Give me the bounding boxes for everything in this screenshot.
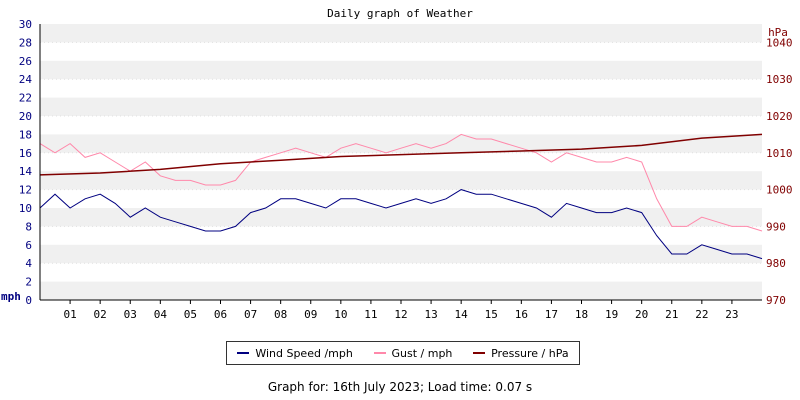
x-tick-label: 01: [63, 308, 76, 321]
chart-title: Daily graph of Weather: [327, 7, 473, 20]
left-tick-label: 8: [25, 220, 32, 233]
left-tick-label: 16: [19, 147, 32, 160]
x-tick-label: 13: [424, 308, 437, 321]
legend-swatch-pressure: [473, 352, 486, 354]
legend-label-pressure: Pressure / hPa: [491, 346, 569, 360]
x-tick-label: 23: [725, 308, 738, 321]
grid-band: [40, 134, 762, 153]
x-tick-label: 08: [274, 308, 287, 321]
grid-band: [40, 171, 762, 190]
x-tick-label: 09: [304, 308, 317, 321]
left-tick-label: 4: [25, 257, 32, 270]
x-tick-label: 06: [214, 308, 227, 321]
left-tick-label: 12: [19, 184, 32, 197]
left-tick-label: 2: [25, 276, 32, 289]
left-tick-label: 6: [25, 239, 32, 252]
series-line-gust: [39, 133, 763, 232]
grid-band: [40, 281, 762, 300]
series-line-wind: [39, 189, 763, 260]
legend-item-wind: Wind Speed /mph: [237, 347, 353, 360]
left-tick-label: 30: [19, 18, 32, 31]
left-tick-label: 22: [19, 92, 32, 105]
left-tick-label: 26: [19, 55, 32, 68]
right-tick-label: 1020: [766, 110, 793, 123]
grid-band: [40, 24, 762, 43]
x-tick-label: 07: [244, 308, 257, 321]
x-tick-label: 11: [364, 308, 377, 321]
legend-item-gust: Gust / mph: [373, 346, 453, 360]
series-line-pressure: [39, 133, 763, 176]
left-tick-label: 10: [19, 202, 32, 215]
legend-swatch-gust: [373, 352, 386, 354]
x-tick-label: 19: [605, 308, 618, 321]
right-axis-label: hPa: [768, 26, 788, 39]
legend-label-gust: Gust / mph: [391, 346, 453, 360]
right-tick-label: 1000: [766, 184, 793, 197]
left-tick-label: 0: [25, 294, 32, 307]
x-tick-label: 03: [124, 308, 137, 321]
x-tick-label: 16: [515, 308, 528, 321]
x-tick-label: 20: [635, 308, 648, 321]
grid-band: [40, 208, 762, 227]
x-tick-label: 02: [94, 308, 107, 321]
legend-item-pressure: Pressure / hPa: [473, 347, 569, 360]
x-tick-label: 21: [665, 308, 678, 321]
right-tick-label: 970: [766, 294, 786, 307]
right-tick-label: 1010: [766, 147, 793, 160]
x-tick-label: 15: [485, 308, 498, 321]
x-tick-label: 22: [695, 308, 708, 321]
footer-status: Graph for: 16th July 2023; Load time: 0.…: [267, 380, 533, 394]
legend-label-wind: Wind Speed /mph: [255, 346, 353, 360]
grid-band: [40, 60, 762, 80]
right-tick-label: 990: [766, 220, 786, 233]
left-tick-label: 14: [19, 165, 33, 178]
left-tick-label: 28: [19, 36, 32, 49]
left-tick-label: 20: [19, 110, 32, 123]
x-tick-label: 04: [154, 308, 168, 321]
x-tick-label: 10: [334, 308, 347, 321]
x-tick-label: 18: [575, 308, 588, 321]
left-tick-label: 18: [19, 128, 32, 141]
chart-legend: Wind Speed /mph Gust / mph Pressure / hP…: [226, 341, 580, 365]
grid-band: [40, 97, 762, 116]
x-tick-label: 05: [184, 308, 197, 321]
left-axis-label: mph: [1, 290, 21, 303]
x-tick-label: 17: [545, 308, 558, 321]
x-tick-label: 14: [455, 308, 469, 321]
right-tick-label: 1040: [766, 36, 793, 49]
right-tick-label: 1030: [766, 73, 793, 86]
grid-band: [40, 244, 762, 264]
x-tick-label: 12: [394, 308, 407, 321]
legend-swatch-wind: [237, 352, 250, 354]
right-tick-label: 980: [766, 257, 786, 270]
left-tick-label: 24: [19, 73, 33, 86]
